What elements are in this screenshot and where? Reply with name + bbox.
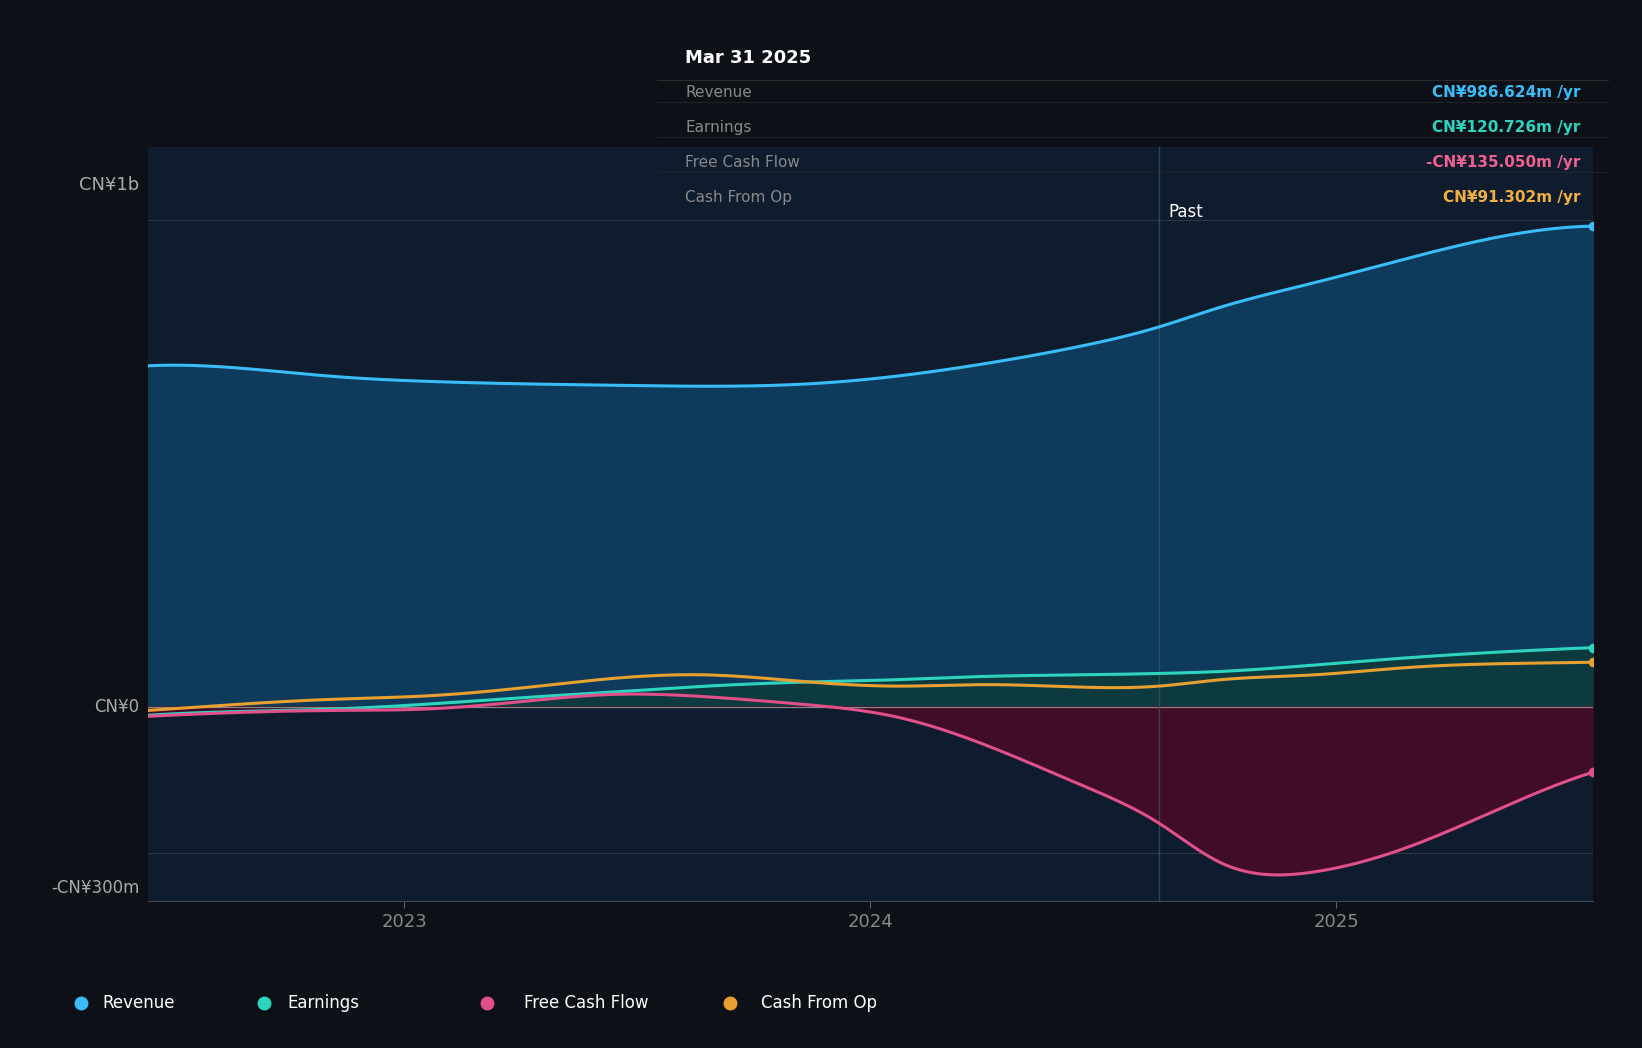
- Text: CN¥986.624m /yr: CN¥986.624m /yr: [1432, 85, 1581, 100]
- Text: -CN¥300m: -CN¥300m: [51, 879, 140, 897]
- Text: CN¥91.302m /yr: CN¥91.302m /yr: [1443, 190, 1581, 204]
- Text: Free Cash Flow: Free Cash Flow: [524, 995, 649, 1012]
- Text: Free Cash Flow: Free Cash Flow: [685, 155, 800, 170]
- Text: Cash From Op: Cash From Op: [685, 190, 793, 204]
- Text: Revenue: Revenue: [685, 85, 752, 100]
- Text: Mar 31 2025: Mar 31 2025: [685, 49, 811, 67]
- Text: Past: Past: [1169, 202, 1204, 221]
- Text: CN¥0: CN¥0: [95, 698, 140, 716]
- Text: CN¥1b: CN¥1b: [79, 176, 140, 194]
- Text: Earnings: Earnings: [287, 995, 360, 1012]
- Text: Revenue: Revenue: [102, 995, 176, 1012]
- Text: -CN¥135.050m /yr: -CN¥135.050m /yr: [1427, 155, 1581, 170]
- Text: Cash From Op: Cash From Op: [762, 995, 877, 1012]
- Text: Earnings: Earnings: [685, 119, 752, 135]
- Text: CN¥120.726m /yr: CN¥120.726m /yr: [1432, 119, 1581, 135]
